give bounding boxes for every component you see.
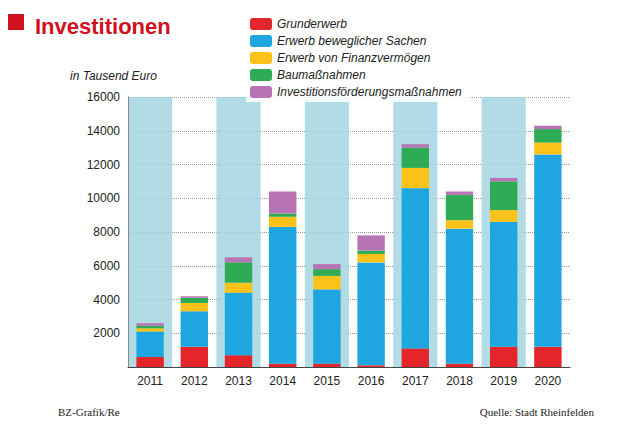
svg-text:Erwerb von Finanzvermögen: Erwerb von Finanzvermögen: [277, 51, 431, 65]
svg-text:Investitionsförderungsmaßnahme: Investitionsförderungsmaßnahmen: [277, 85, 462, 99]
svg-text:Grunderwerb: Grunderwerb: [277, 17, 347, 31]
svg-text:10000: 10000: [87, 191, 121, 205]
svg-text:16000: 16000: [87, 90, 121, 104]
svg-text:12000: 12000: [87, 158, 121, 172]
svg-text:2017: 2017: [402, 374, 429, 388]
svg-text:14000: 14000: [87, 124, 121, 138]
svg-text:2013: 2013: [225, 374, 252, 388]
svg-text:2014: 2014: [269, 374, 296, 388]
svg-text:2012: 2012: [181, 374, 208, 388]
svg-text:Investitionen: Investitionen: [35, 14, 171, 39]
svg-text:2000: 2000: [93, 326, 120, 340]
svg-text:in Tausend Euro: in Tausend Euro: [70, 69, 157, 83]
svg-text:4000: 4000: [93, 293, 120, 307]
svg-text:2020: 2020: [535, 374, 562, 388]
svg-text:BZ-Grafik/Re: BZ-Grafik/Re: [58, 406, 120, 418]
svg-text:Erwerb beweglicher Sachen: Erwerb beweglicher Sachen: [277, 34, 427, 48]
svg-text:2011: 2011: [137, 374, 163, 388]
svg-text:2016: 2016: [358, 374, 385, 388]
svg-text:2019: 2019: [490, 374, 517, 388]
svg-text:Quelle: Stadt Rheinfelden: Quelle: Stadt Rheinfelden: [480, 406, 595, 418]
svg-text:8000: 8000: [93, 225, 120, 239]
svg-text:2018: 2018: [446, 374, 473, 388]
svg-text:Baumaßnahmen: Baumaßnahmen: [277, 68, 366, 82]
svg-text:2015: 2015: [314, 374, 341, 388]
svg-text:6000: 6000: [93, 259, 120, 273]
